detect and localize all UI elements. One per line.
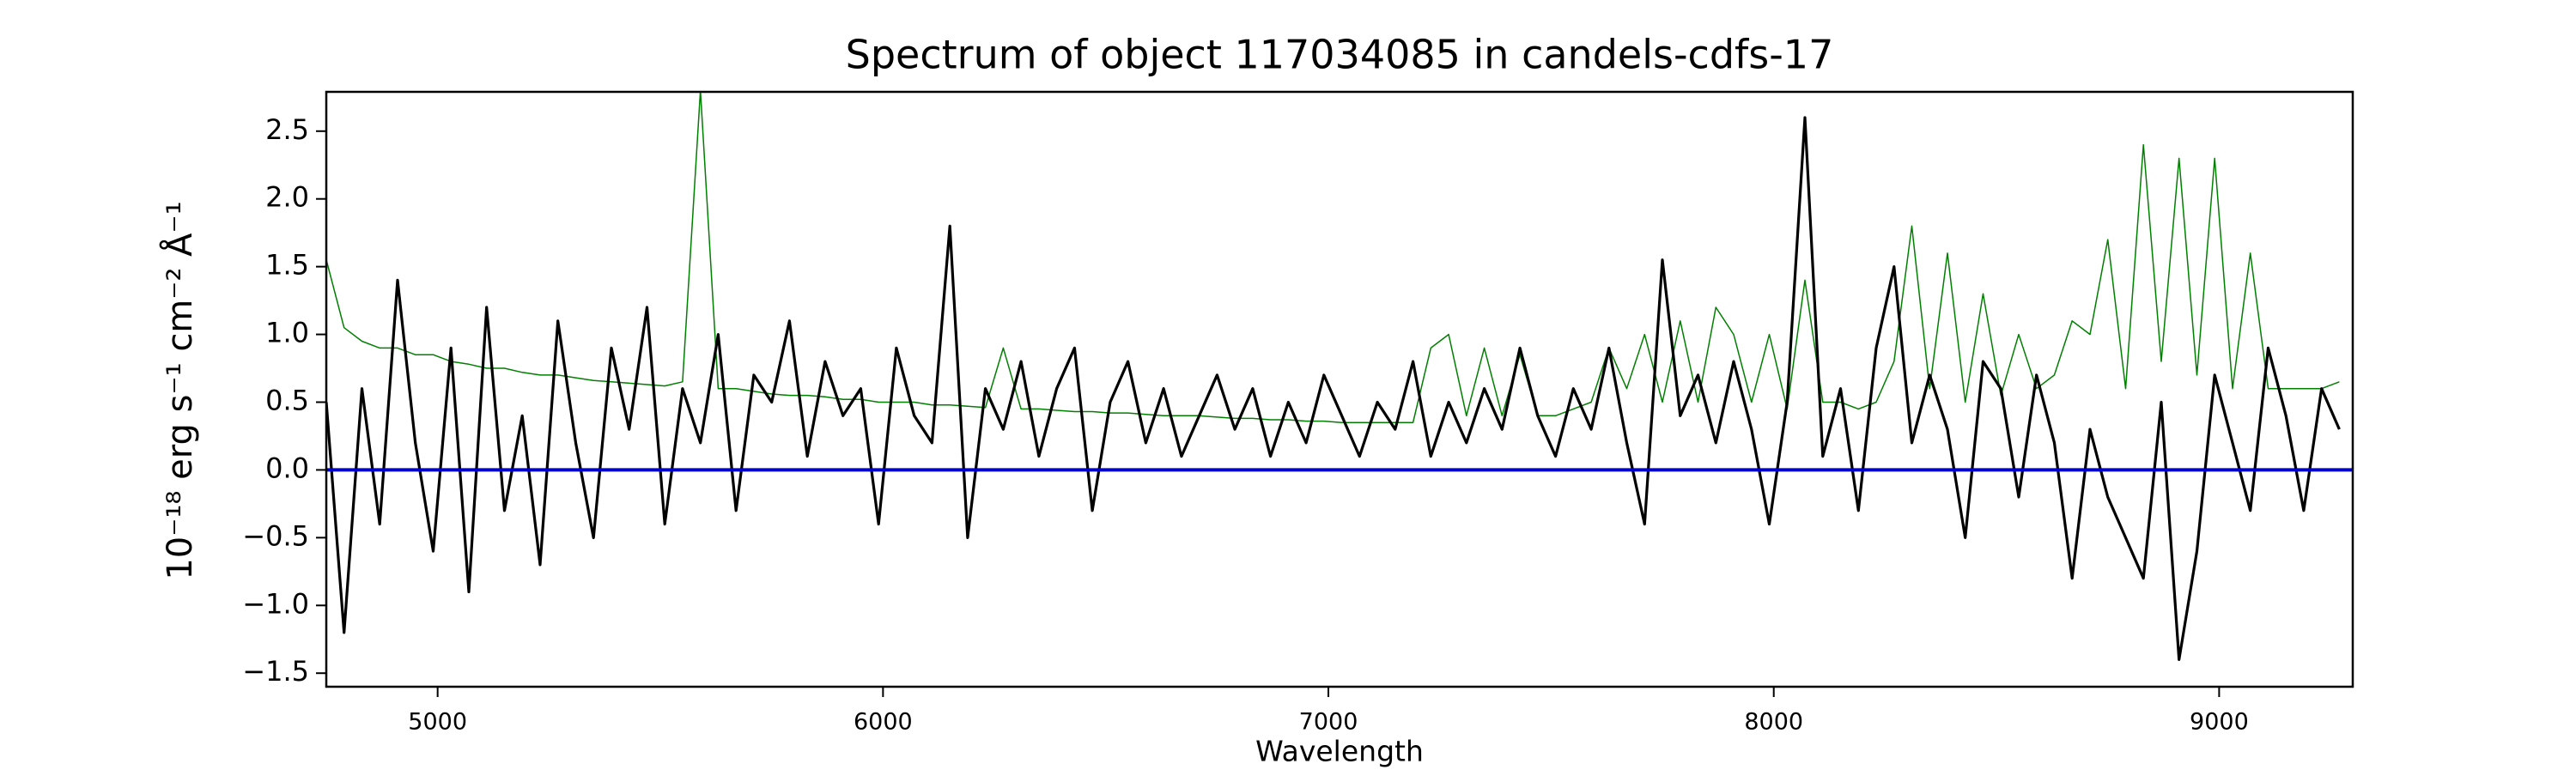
x-tick-label: 8000 (1744, 709, 1803, 736)
x-axis-label: Wavelength (1255, 735, 1424, 768)
y-tick-label: 0.5 (265, 384, 309, 416)
x-tick-label: 9000 (2190, 709, 2249, 736)
y-tick-label: 1.0 (265, 317, 309, 349)
y-axis-label: 10⁻¹⁸ erg s⁻¹ cm⁻² Å⁻¹ (159, 201, 200, 579)
y-tick-label: −0.5 (242, 519, 309, 552)
y-tick-label: 2.0 (265, 181, 309, 214)
chart-title: Spectrum of object 117034085 in candels-… (846, 32, 1834, 78)
plot-frame (325, 90, 2354, 688)
x-tick-label: 6000 (854, 709, 913, 736)
y-tick-label: −1.0 (242, 587, 309, 620)
x-tick-label: 5000 (408, 709, 467, 736)
y-tick-label: 1.5 (265, 249, 309, 282)
series-line (326, 92, 2340, 423)
y-tick-label: 2.5 (265, 113, 309, 146)
y-tick-label: 0.0 (265, 452, 309, 484)
y-tick-label: −1.5 (242, 655, 309, 688)
x-tick-label: 7000 (1299, 709, 1358, 736)
series-line (326, 116, 2341, 661)
